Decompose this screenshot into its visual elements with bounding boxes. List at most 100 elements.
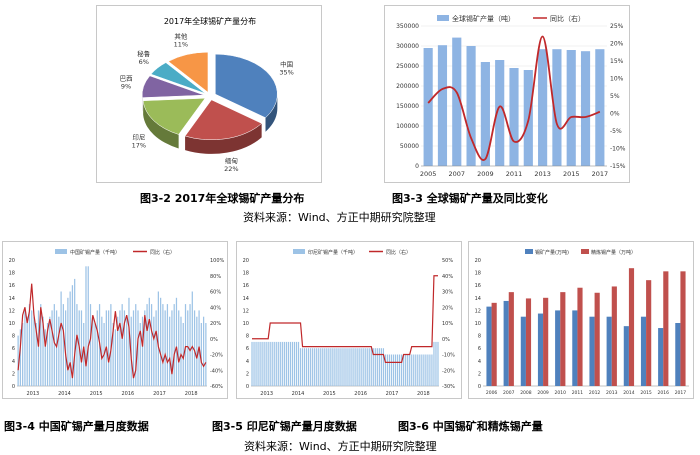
pie-value-中国: 35% <box>279 69 293 77</box>
pie-label-巴西: 巴西 <box>120 74 134 82</box>
pie-panel: 2017年全球锡矿产量分布 中国 35% 缅甸 22% 印尼 17% 巴西 9% 秘鲁 6% 其他 11… <box>96 5 322 183</box>
y-tick-label: 20 <box>243 258 249 264</box>
bar <box>171 310 173 386</box>
bar <box>283 341 285 386</box>
legend-refined-label: 精炼锡产量（万吨） <box>591 249 636 256</box>
bar <box>85 266 87 386</box>
bar <box>277 341 279 386</box>
y-tick-label: 16 <box>243 283 249 289</box>
legend-refined-swatch <box>581 249 589 254</box>
y-tick-label: 8 <box>12 334 15 340</box>
bar <box>24 310 26 386</box>
legend-bar-swatch <box>293 249 305 254</box>
bar-2015 <box>566 50 576 166</box>
bar <box>392 354 395 386</box>
x-tick-label: 2014 <box>623 390 635 396</box>
bar-refined-2006 <box>491 302 497 386</box>
bar <box>394 354 397 386</box>
bar <box>382 348 385 386</box>
y2-tick-label: 60% <box>210 290 221 296</box>
bar <box>173 304 175 386</box>
y-tick-label: 12 <box>9 308 15 314</box>
bar <box>326 348 328 386</box>
bar <box>196 316 198 386</box>
bar-mine-2012 <box>589 316 595 386</box>
y2-tick-label: -10% <box>442 353 455 359</box>
bar <box>279 341 281 386</box>
y2-tick-label: 0% <box>610 111 620 118</box>
bar <box>19 329 22 386</box>
pie-label-其他: 其他 <box>174 31 188 40</box>
bar <box>87 266 89 386</box>
bar <box>354 348 356 386</box>
x-tick-label: 2017 <box>386 391 399 397</box>
pie-title: 2017年全球锡矿产量分布 <box>164 16 256 26</box>
china-monthly-chart: 中国矿锡产量（千吨） 同比（右） 0 2 4 6 8 10 12 14 16 18 20 -60% -40%… <box>9 249 225 397</box>
y-tick-label: 18 <box>475 271 481 277</box>
y-tick-label: 2 <box>246 371 249 377</box>
bar <box>178 310 180 386</box>
legend-line-label: 同比（右） <box>386 249 411 256</box>
bar <box>322 348 324 386</box>
y-tick-label: 20 <box>9 258 15 264</box>
bar-2009 <box>480 62 490 166</box>
y-tick-label: 100000 <box>396 123 419 130</box>
bar <box>107 310 110 386</box>
bar <box>336 348 338 386</box>
bar <box>187 310 189 386</box>
y-tick-label: 0 <box>246 384 249 390</box>
bar <box>398 354 401 386</box>
y-tick-label: 4 <box>12 359 15 365</box>
bar-refined-2017 <box>680 271 686 386</box>
bar <box>314 348 316 386</box>
legend-bar-label: 全球锡矿产量（吨） <box>452 14 515 23</box>
bar <box>285 341 287 386</box>
bar <box>255 341 257 386</box>
pie-label-印尼: 印尼 <box>132 134 145 142</box>
bar <box>157 291 159 386</box>
bar <box>435 341 437 386</box>
bar <box>139 323 141 386</box>
y-tick-label: 350000 <box>396 23 419 30</box>
pie-side-缅甸 <box>185 123 262 154</box>
bar <box>437 341 439 386</box>
bar <box>265 341 267 386</box>
x-tick-label: 2007 <box>503 390 515 396</box>
bar <box>205 323 207 386</box>
pie-value-缅甸: 22% <box>224 165 238 173</box>
bar <box>429 354 431 386</box>
x-tick-label: 2006 <box>486 390 498 396</box>
bar-mine-2013 <box>606 316 612 386</box>
source-top: 资料来源：Wind、方正中期研究院整理 <box>243 211 436 224</box>
y-tick-label: 10 <box>475 321 481 327</box>
bar <box>376 348 378 386</box>
bar <box>76 304 78 386</box>
bar <box>411 354 413 386</box>
y-tick-label: 8 <box>478 334 481 340</box>
bar-refined-2012 <box>594 292 600 386</box>
bar <box>251 341 253 386</box>
bar-refined-2010 <box>560 292 566 386</box>
bar-mine-2009 <box>537 313 544 386</box>
bar <box>46 323 49 386</box>
legend-bar-swatch <box>55 249 67 254</box>
bar <box>305 348 308 386</box>
y2-tick-label: -10% <box>610 146 626 153</box>
bar <box>374 348 376 386</box>
bar <box>148 297 150 386</box>
pie-value-秘鲁: 6% <box>139 58 149 66</box>
pie-slice-印尼 <box>142 97 206 135</box>
bar <box>415 354 417 386</box>
y-tick-label: 10 <box>9 321 15 327</box>
bar <box>366 348 368 386</box>
bar <box>289 341 292 386</box>
china-monthly-panel: 中国矿锡产量（千吨） 同比（右） 0 2 4 6 8 10 12 14 16 18 20 -60% -40%… <box>2 241 228 399</box>
bar-2005 <box>423 48 433 166</box>
bar <box>350 348 352 386</box>
bar-mine-2007 <box>503 300 509 386</box>
bar <box>362 348 364 386</box>
bar <box>328 348 330 386</box>
bar <box>281 341 283 386</box>
y2-tick-label: 50% <box>442 258 453 264</box>
